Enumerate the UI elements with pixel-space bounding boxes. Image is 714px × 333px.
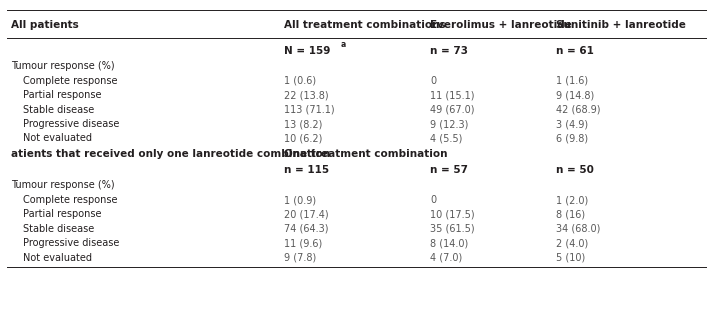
Text: n = 50: n = 50 — [556, 165, 594, 175]
Text: 9 (7.8): 9 (7.8) — [283, 252, 316, 262]
Text: Complete response: Complete response — [24, 76, 118, 86]
Text: 1 (1.6): 1 (1.6) — [556, 76, 588, 86]
Text: 5 (10): 5 (10) — [556, 252, 585, 262]
Text: 0: 0 — [431, 195, 436, 205]
Text: N = 159: N = 159 — [283, 46, 330, 56]
Text: 4 (5.5): 4 (5.5) — [431, 134, 463, 144]
Text: 49 (67.0): 49 (67.0) — [431, 105, 475, 115]
Text: n = 73: n = 73 — [431, 46, 468, 56]
Text: All treatment combinations: All treatment combinations — [283, 20, 445, 30]
Text: 8 (14.0): 8 (14.0) — [431, 238, 468, 248]
Text: 2 (4.0): 2 (4.0) — [556, 238, 588, 248]
Text: Not evaluated: Not evaluated — [24, 134, 92, 144]
Text: All patients: All patients — [11, 20, 79, 30]
Text: One treatment combination: One treatment combination — [283, 149, 447, 159]
Text: 3 (4.9): 3 (4.9) — [556, 119, 588, 129]
Text: 34 (68.0): 34 (68.0) — [556, 224, 600, 234]
Text: 20 (17.4): 20 (17.4) — [283, 209, 328, 219]
Text: Not evaluated: Not evaluated — [24, 252, 92, 262]
Text: Progressive disease: Progressive disease — [24, 119, 120, 129]
Text: n = 115: n = 115 — [283, 165, 328, 175]
Text: 1 (2.0): 1 (2.0) — [556, 195, 588, 205]
Text: Everolimus + lanreotide: Everolimus + lanreotide — [431, 20, 573, 30]
Text: 8 (16): 8 (16) — [556, 209, 585, 219]
Text: Complete response: Complete response — [24, 195, 118, 205]
Text: 11 (9.6): 11 (9.6) — [283, 238, 322, 248]
Text: 74 (64.3): 74 (64.3) — [283, 224, 328, 234]
Text: n = 61: n = 61 — [556, 46, 594, 56]
Text: Partial response: Partial response — [24, 209, 101, 219]
Text: 9 (14.8): 9 (14.8) — [556, 90, 595, 100]
Text: 10 (6.2): 10 (6.2) — [283, 134, 322, 144]
Text: Stable disease: Stable disease — [24, 105, 94, 115]
Text: 6 (9.8): 6 (9.8) — [556, 134, 588, 144]
Text: Stable disease: Stable disease — [24, 224, 94, 234]
Text: 22 (13.8): 22 (13.8) — [283, 90, 328, 100]
Text: atients that received only one lanreotide combination: atients that received only one lanreotid… — [11, 149, 330, 159]
Text: 0: 0 — [431, 76, 436, 86]
Text: Progressive disease: Progressive disease — [24, 238, 120, 248]
Text: 1 (0.6): 1 (0.6) — [283, 76, 316, 86]
Text: a: a — [341, 40, 346, 49]
Text: 113 (71.1): 113 (71.1) — [283, 105, 334, 115]
Text: 42 (68.9): 42 (68.9) — [556, 105, 601, 115]
Text: 1 (0.9): 1 (0.9) — [283, 195, 316, 205]
Text: 9 (12.3): 9 (12.3) — [431, 119, 469, 129]
Text: Tumour response (%): Tumour response (%) — [11, 180, 114, 190]
Text: 13 (8.2): 13 (8.2) — [283, 119, 322, 129]
Text: 35 (61.5): 35 (61.5) — [431, 224, 475, 234]
Text: 4 (7.0): 4 (7.0) — [431, 252, 463, 262]
Text: Sunitinib + lanreotide: Sunitinib + lanreotide — [556, 20, 686, 30]
Text: 10 (17.5): 10 (17.5) — [431, 209, 475, 219]
Text: Tumour response (%): Tumour response (%) — [11, 61, 114, 71]
Text: 11 (15.1): 11 (15.1) — [431, 90, 475, 100]
Text: Partial response: Partial response — [24, 90, 101, 100]
Text: n = 57: n = 57 — [431, 165, 468, 175]
